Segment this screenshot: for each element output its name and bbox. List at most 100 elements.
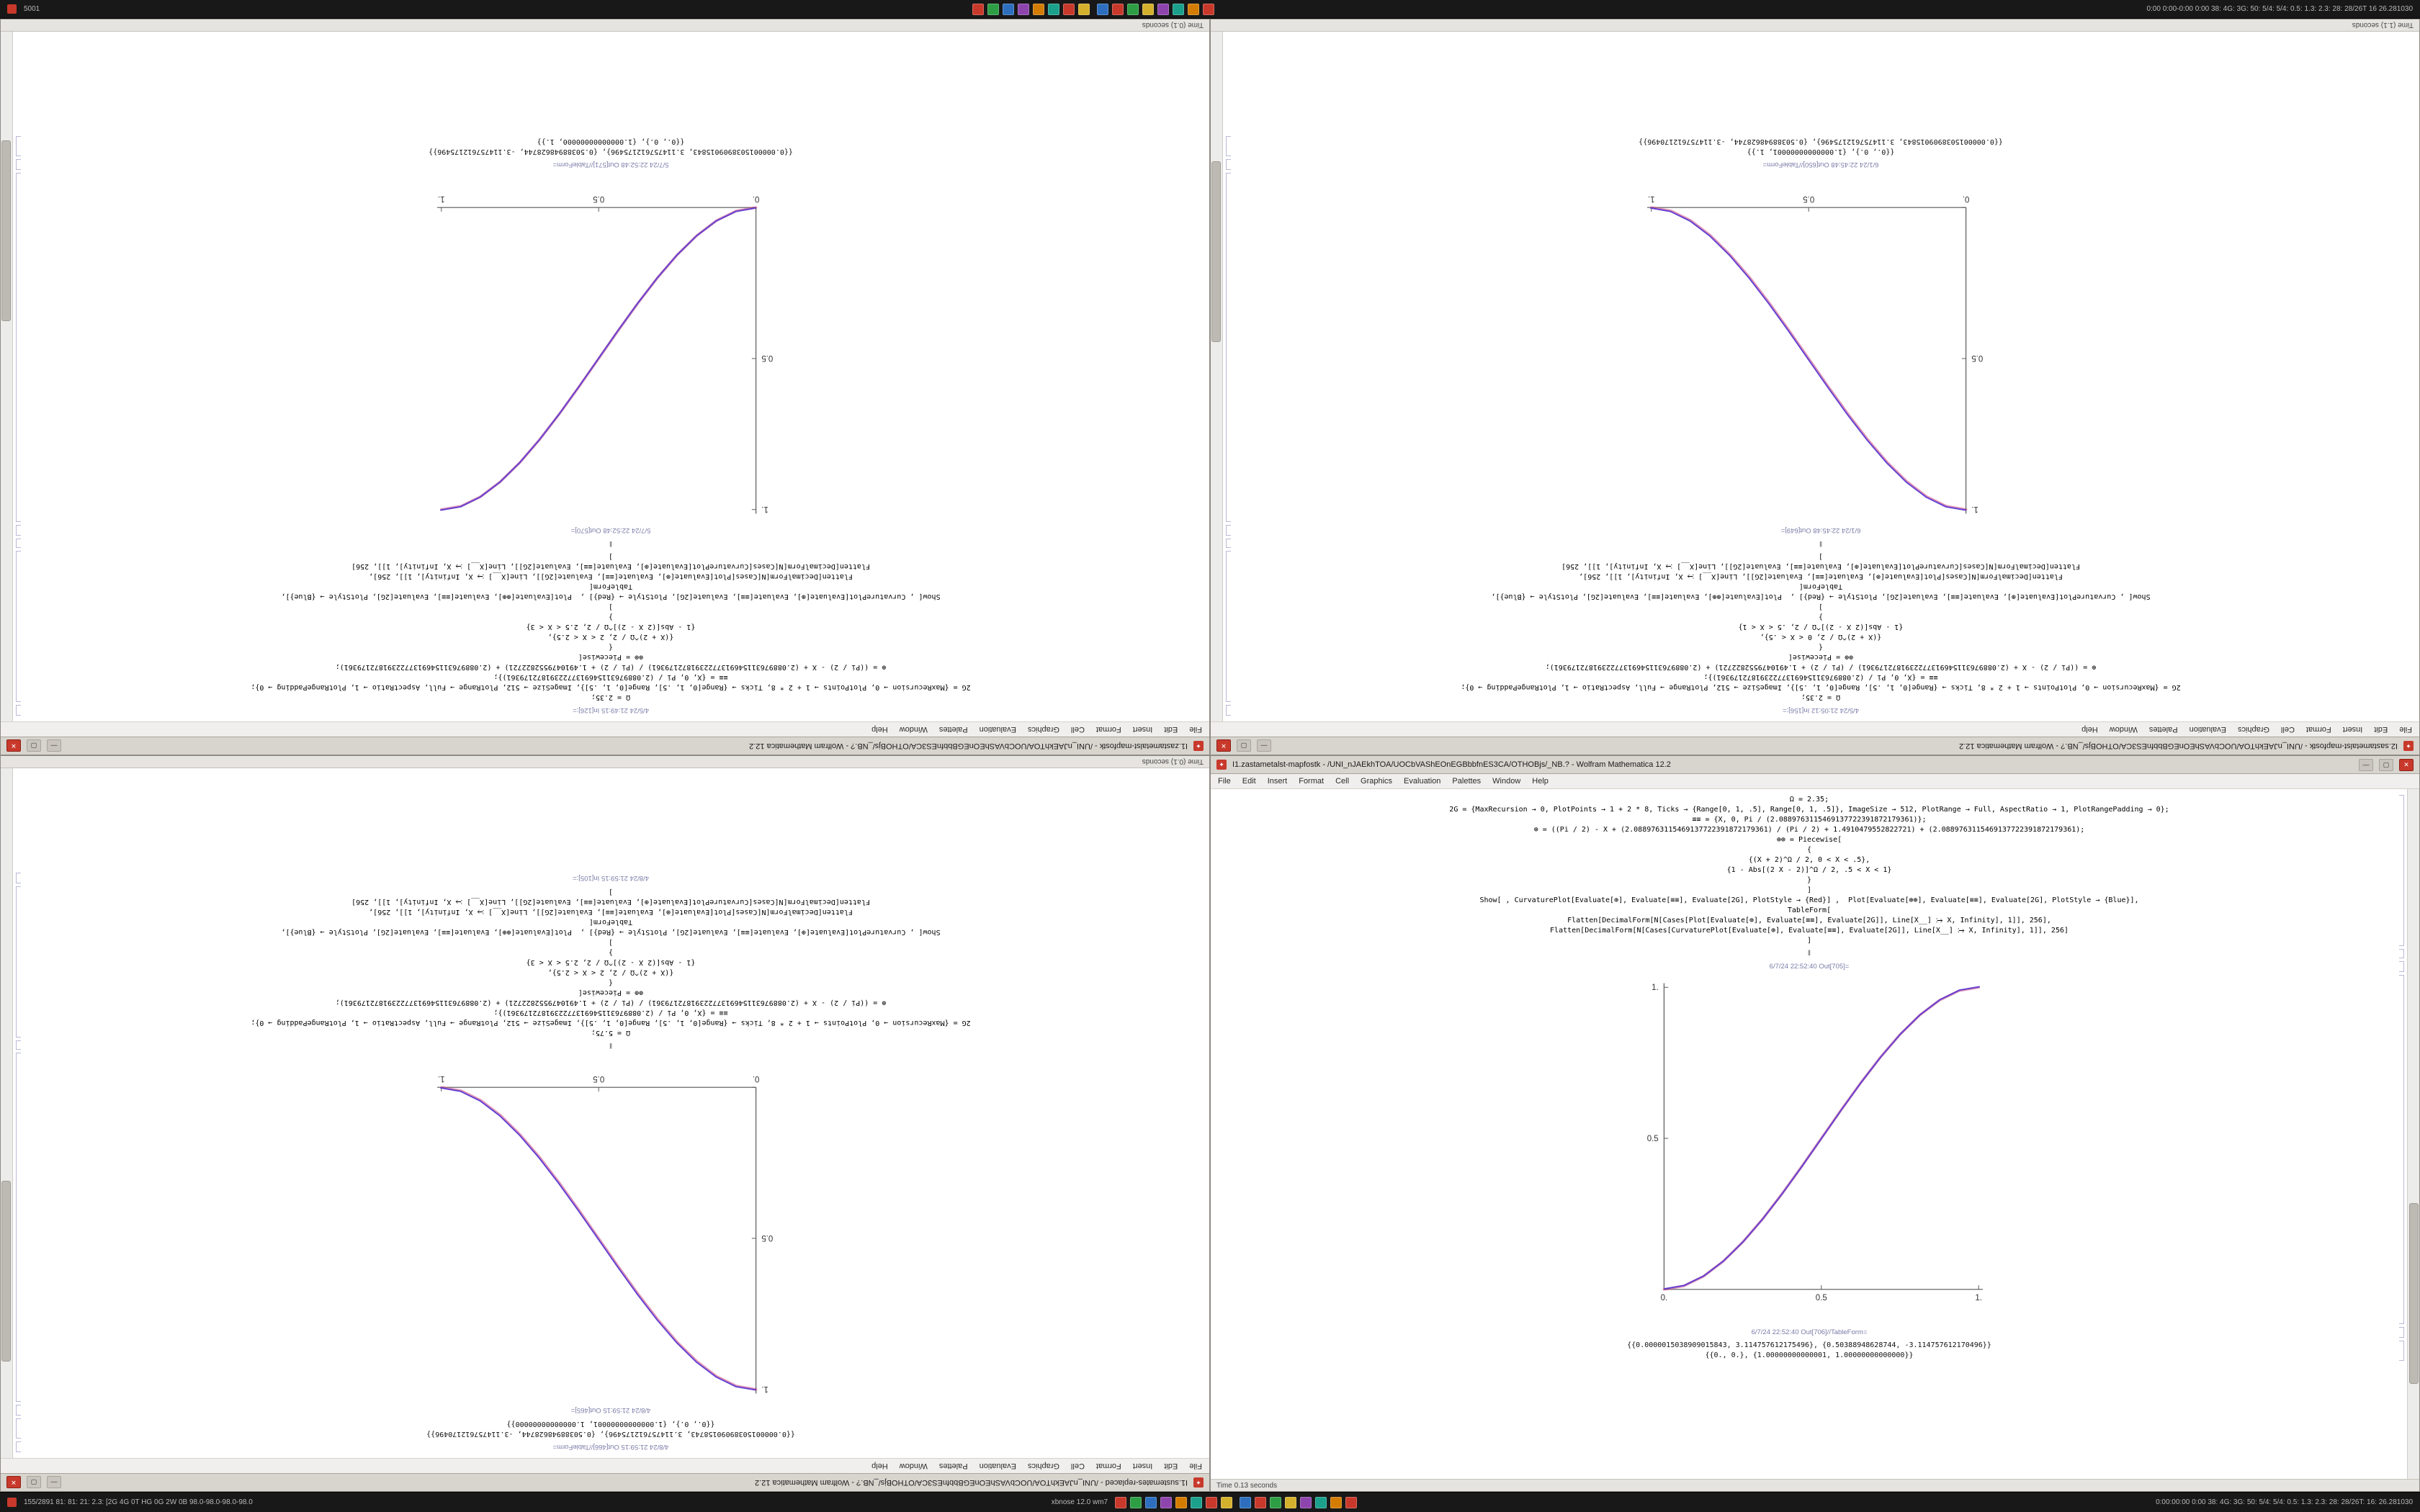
- menu-item-file[interactable]: File: [1218, 777, 1231, 786]
- code-line[interactable]: ⊕ = ((Pi / 2) - X + (2.08897631154691377…: [335, 999, 887, 1007]
- tray-icon[interactable]: [1315, 1496, 1327, 1508]
- code-line[interactable]: Ω = 5.75;: [591, 1029, 631, 1037]
- code-line[interactable]: ≡≡ = {X, 0, Pi / (2.08897631154691377223…: [493, 1009, 728, 1017]
- menu-item-file[interactable]: File: [1189, 725, 1202, 734]
- menu-item-insert[interactable]: Insert: [1132, 1462, 1153, 1470]
- cell-bracket[interactable]: [1226, 551, 1231, 702]
- menu-item-evaluation[interactable]: Evaluation: [979, 1462, 1016, 1470]
- code-line[interactable]: ]: [608, 552, 614, 560]
- menu-item-graphics[interactable]: Graphics: [1027, 725, 1059, 734]
- cell-bracket[interactable]: [16, 173, 21, 522]
- cell-bracket[interactable]: [1226, 525, 1231, 536]
- scrollbar-thumb[interactable]: [1, 1180, 11, 1362]
- code-line[interactable]: Ω = 2.35;: [1789, 796, 1829, 804]
- tray-icon[interactable]: [1157, 3, 1169, 15]
- window-titlebar[interactable]: ✦ I1.zastametalst-mapfostk - /UNI_nJAEkh…: [1, 737, 1209, 755]
- scrollbar[interactable]: [1, 32, 13, 721]
- menu-item-graphics[interactable]: Graphics: [1027, 1462, 1059, 1470]
- tray-icon[interactable]: [987, 3, 999, 15]
- tray-icon[interactable]: [1240, 1496, 1252, 1508]
- code-line[interactable]: ]: [1818, 603, 1824, 611]
- tray-icon[interactable]: [1111, 3, 1124, 15]
- code-line[interactable]: {: [1806, 846, 1812, 854]
- close-button[interactable]: ✕: [1216, 739, 1231, 752]
- cell-bracket[interactable]: [2399, 1327, 2404, 1338]
- tray-icon[interactable]: [1187, 3, 1199, 15]
- cell-bracket[interactable]: [2399, 975, 2404, 1324]
- cell-bracket[interactable]: [1226, 173, 1231, 522]
- code-line[interactable]: TableForm[: [588, 918, 633, 926]
- window-titlebar[interactable]: ✦ I2.sastametalst-mapfostk - /UNI_nJAEkh…: [1211, 737, 2419, 755]
- code-line[interactable]: }: [608, 948, 614, 956]
- tray-icon[interactable]: [1206, 1496, 1218, 1508]
- code-line[interactable]: Ω = 2.35;: [1801, 693, 1841, 701]
- menu-item-edit[interactable]: Edit: [1164, 1462, 1178, 1470]
- code-line[interactable]: Show[ , CurvaturePlot[Evaluate[⊕], Evalu…: [1491, 593, 2151, 600]
- code-line[interactable]: 2G = {MaxRecursion → 0, PlotPoints → 1 +…: [1461, 683, 2181, 691]
- code-line[interactable]: Show[ , CurvaturePlot[Evaluate[⊕], Evalu…: [1479, 896, 2139, 904]
- cell-bracket[interactable]: [2399, 1341, 2404, 1361]
- menu-item-format[interactable]: Format: [2305, 725, 2331, 734]
- tray-icon[interactable]: [1062, 3, 1075, 15]
- code-line[interactable]: ⊕⊕ = Piecewise[: [578, 989, 644, 996]
- cell-bracket[interactable]: [16, 1441, 21, 1452]
- menu-item-graphics[interactable]: Graphics: [1361, 777, 1393, 786]
- menu-item-format[interactable]: Format: [1095, 725, 1121, 734]
- minimize-button[interactable]: —: [2359, 758, 2373, 771]
- tray-icon[interactable]: [1047, 3, 1059, 15]
- menu-item-window[interactable]: Window: [899, 725, 928, 734]
- window-titlebar[interactable]: ✦ I1.sustemates-replaced - /UNI_nJAEkhTO…: [1, 1473, 1209, 1491]
- cell-bracket[interactable]: [16, 551, 21, 702]
- menu-item-window[interactable]: Window: [2109, 725, 2138, 734]
- code-line[interactable]: 2G = {MaxRecursion → 0, PlotPoints → 1 +…: [251, 683, 971, 691]
- code-line[interactable]: ⊕⊕ = Piecewise[: [578, 653, 644, 661]
- close-button[interactable]: ✕: [6, 1476, 21, 1489]
- tray-icon[interactable]: [1191, 1496, 1203, 1508]
- tray-icon[interactable]: [1077, 3, 1090, 15]
- cell-bracket[interactable]: [16, 539, 21, 548]
- tray-icon[interactable]: [1300, 1496, 1312, 1508]
- cell-bracket[interactable]: [1226, 136, 1231, 156]
- code-line[interactable]: Show[ , CurvaturePlot[Evaluate[⊕], Evalu…: [281, 928, 941, 936]
- code-line[interactable]: }: [1806, 876, 1812, 884]
- minimize-button[interactable]: —: [47, 739, 61, 752]
- code-line[interactable]: Show[ , CurvaturePlot[Evaluate[⊕], Evalu…: [281, 593, 941, 600]
- minimize-button[interactable]: —: [1257, 739, 1271, 752]
- menu-item-evaluation[interactable]: Evaluation: [2189, 725, 2226, 734]
- menu-item-evaluation[interactable]: Evaluation: [979, 725, 1016, 734]
- code-line[interactable]: ≡≡ = {X, 0, Pi / (2.08897631154691377223…: [493, 673, 728, 681]
- cell-bracket[interactable]: [16, 1040, 21, 1050]
- menu-item-cell[interactable]: Cell: [1070, 1462, 1085, 1470]
- cell-bracket[interactable]: [1226, 539, 1231, 548]
- code-line[interactable]: {1 - Abs[(2 X - 2)]^Ω / 2, .5 < X < 1}: [1726, 866, 1892, 874]
- menu-item-edit[interactable]: Edit: [2374, 725, 2388, 734]
- tray-icon[interactable]: [1160, 1496, 1173, 1508]
- scrollbar[interactable]: [1, 768, 13, 1458]
- code-line[interactable]: Flatten[DecimalForm[N[Cases[CurvaturePlo…: [351, 562, 870, 570]
- code-line[interactable]: {: [608, 978, 614, 986]
- code-line[interactable]: }: [608, 613, 614, 621]
- tray-icon[interactable]: [1032, 3, 1044, 15]
- tray-icon[interactable]: [1175, 1496, 1188, 1508]
- cell-bracket[interactable]: [16, 136, 21, 156]
- code-line[interactable]: Ω = 2.35;: [591, 693, 631, 701]
- code-line[interactable]: ]: [1806, 886, 1812, 894]
- scrollbar-thumb[interactable]: [1, 140, 11, 322]
- code-line[interactable]: ≡≡ = {X, 0, Pi / (2.08897631154691377223…: [1703, 673, 1938, 681]
- code-line[interactable]: Flatten[DecimalForm[N[Cases[Plot[Evaluat…: [369, 572, 853, 580]
- menu-item-help[interactable]: Help: [871, 725, 888, 734]
- output-plot[interactable]: 0. 0.5 1. 0.5 1.: [431, 1056, 791, 1402]
- code-line[interactable]: Flatten[DecimalForm[N[Cases[CurvaturePlo…: [1550, 927, 2069, 935]
- code-line[interactable]: 2G = {MaxRecursion → 0, PlotPoints → 1 +…: [1449, 806, 2169, 814]
- cell-bracket[interactable]: [16, 705, 21, 716]
- code-line[interactable]: {(X + 2)^Ω / 2, 2 < X < 2.5},: [547, 968, 674, 976]
- menu-item-edit[interactable]: Edit: [1164, 725, 1178, 734]
- code-line[interactable]: }: [1818, 613, 1824, 621]
- code-line[interactable]: ]: [608, 603, 614, 611]
- code-line[interactable]: {: [1818, 643, 1824, 651]
- tray-icon[interactable]: [1126, 3, 1139, 15]
- scrollbar-thumb[interactable]: [2409, 1202, 2419, 1384]
- cell-bracket[interactable]: [2399, 949, 2404, 958]
- scrollbar-thumb[interactable]: [1211, 161, 1221, 343]
- code-line[interactable]: TableForm[: [588, 582, 633, 590]
